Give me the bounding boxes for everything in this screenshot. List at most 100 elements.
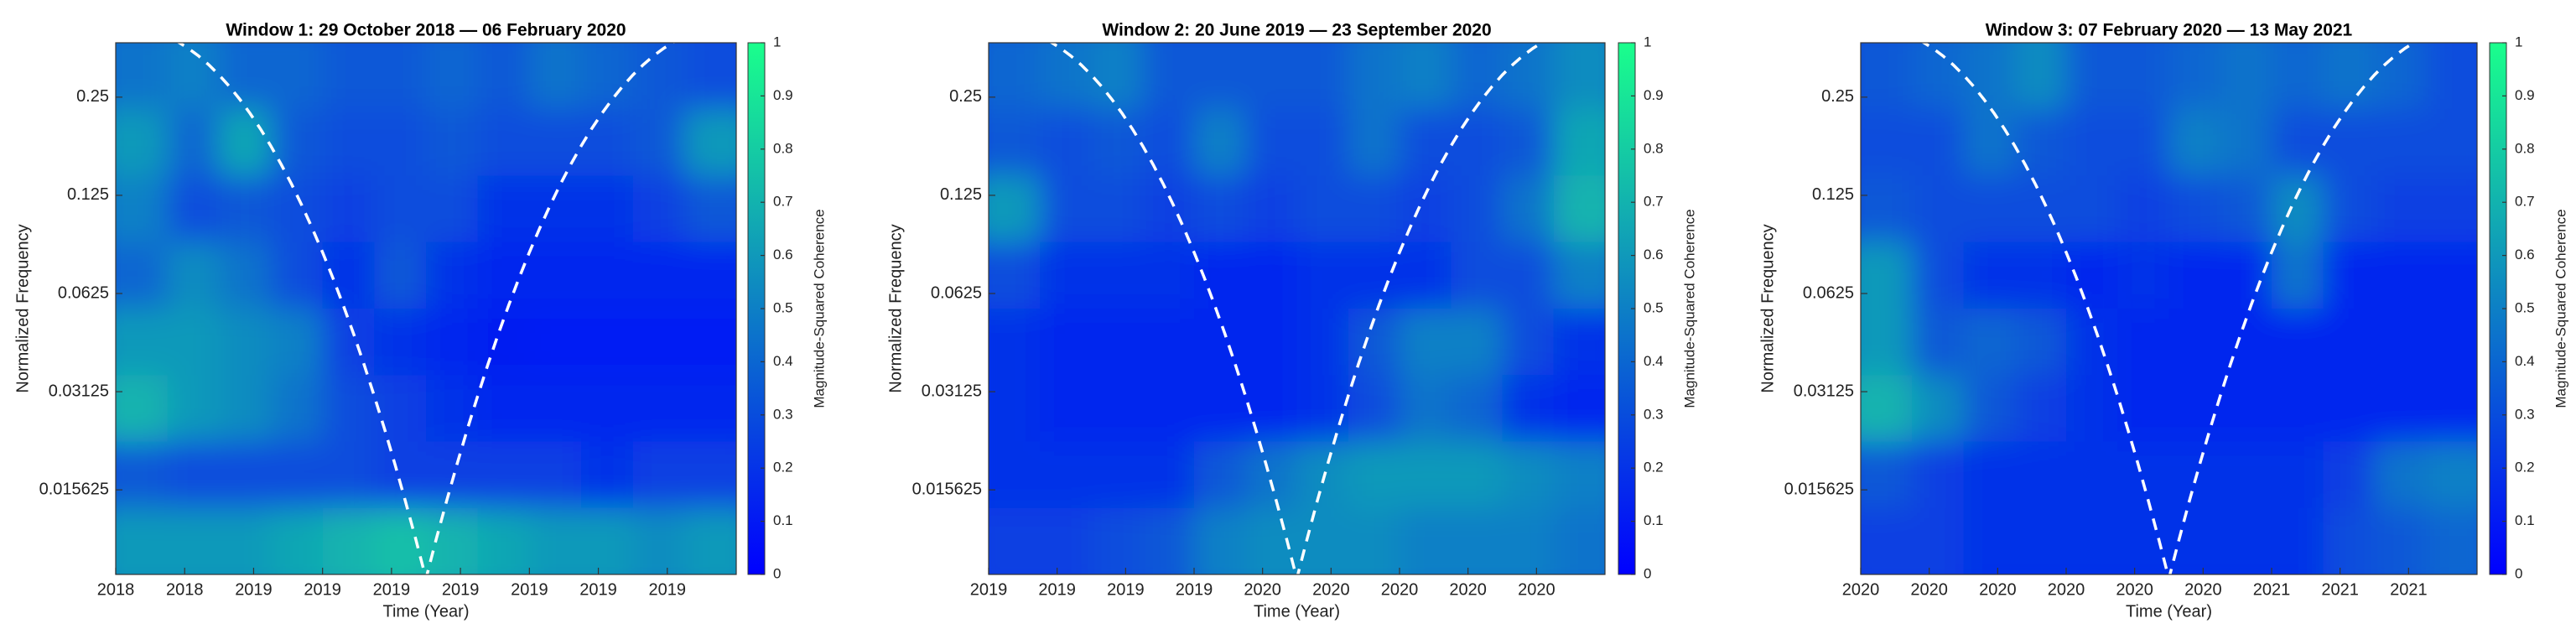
heatmap-cell [1963, 375, 2016, 443]
heatmap-cell [1245, 507, 1298, 574]
heatmap [1861, 43, 2477, 574]
colorbar-tick-label: 0 [2515, 565, 2522, 581]
heatmap-cell [374, 43, 427, 111]
heatmap-cell [1091, 375, 1144, 443]
heatmap-cell [1861, 242, 1914, 309]
heatmap-cell [426, 109, 479, 177]
colorbar-tick-label: 0.2 [1644, 460, 1664, 475]
heatmap-cell [1553, 375, 1605, 443]
heatmap-cell [1245, 242, 1298, 309]
heatmap-cell [1502, 441, 1555, 509]
heatmap-cell [2220, 375, 2272, 443]
heatmap-cell [1502, 242, 1555, 309]
x-tick-label: 2021 [2253, 580, 2291, 599]
heatmap-cell [1502, 375, 1555, 443]
heatmap [116, 43, 736, 574]
heatmap-cell [1245, 43, 1298, 111]
heatmap-cell [632, 109, 686, 177]
heatmap-cell [477, 43, 531, 111]
heatmap-cell [2066, 175, 2119, 243]
heatmap-cell [2425, 375, 2477, 443]
heatmap-cell [2066, 43, 2119, 111]
colorbar-tick-label: 0.6 [1644, 247, 1664, 262]
heatmap-cell [1142, 175, 1195, 243]
heatmap-cell [1194, 441, 1247, 509]
heatmap-cell [581, 507, 634, 574]
heatmap-cell [1502, 109, 1555, 177]
x-tick-label: 2020 [1244, 580, 1281, 599]
colorbar-tick-label: 0.1 [773, 512, 793, 528]
y-tick-label: 0.125 [67, 185, 109, 204]
colorbar-tick-label: 0.4 [2515, 353, 2535, 369]
plot-frame [1860, 42, 2478, 575]
heatmap-cell [684, 441, 736, 509]
heatmap-cell [2168, 507, 2221, 574]
x-tick-label: 2018 [97, 580, 135, 599]
heatmap-cell [2425, 109, 2477, 177]
heatmap-cell [1194, 43, 1247, 111]
heatmap-cell [2425, 507, 2477, 574]
heatmap-cell [1296, 309, 1349, 377]
heatmap-cell [477, 441, 531, 509]
heatmap-cell [322, 441, 376, 509]
heatmap-cell [632, 507, 686, 574]
colorbar-tick-label: 0.9 [2515, 87, 2535, 103]
heatmap-cell [2066, 441, 2119, 509]
heatmap-cell [1861, 109, 1914, 177]
heatmap-cell [2168, 43, 2221, 111]
heatmap-cell [2425, 242, 2477, 309]
heatmap-cell [684, 309, 736, 377]
heatmap-cell [2425, 441, 2477, 509]
heatmap-cell [1194, 175, 1247, 243]
heatmap-cell [581, 375, 634, 443]
heatmap-cell [219, 43, 272, 111]
colorbar-label: Magnitude-Squared Coherence [1681, 209, 1697, 408]
heatmap-cell [2323, 441, 2376, 509]
heatmap-cell [1040, 43, 1093, 111]
heatmap-cell [116, 309, 169, 377]
heatmap-cell [1348, 375, 1400, 443]
colorbar-tick-label: 0.3 [2515, 406, 2535, 422]
heatmap-cell [116, 441, 169, 509]
panel: Window 1: 29 October 2018 — 06 February … [13, 21, 827, 621]
heatmap-cell [1296, 507, 1349, 574]
heatmap-cell [374, 441, 427, 509]
heatmap-cell [1861, 441, 1914, 509]
y-tick-label: 0.0625 [931, 283, 982, 302]
heatmap-cell [167, 175, 221, 243]
heatmap-cell [1245, 375, 1298, 443]
heatmap-cell [684, 375, 736, 443]
heatmap-cell [374, 109, 427, 177]
y-tick-label: 0.0625 [1803, 283, 1854, 302]
heatmap-cell [1553, 507, 1605, 574]
heatmap-cell [1091, 507, 1144, 574]
heatmap-cell [1553, 309, 1605, 377]
heatmap-cell [1451, 109, 1504, 177]
heatmap-cell [1451, 175, 1504, 243]
heatmap-cell [2323, 375, 2376, 443]
x-tick-label: 2019 [511, 580, 548, 599]
heatmap-cell [2168, 109, 2221, 177]
heatmap-cell [1194, 242, 1247, 309]
heatmap-cell [1400, 441, 1452, 509]
y-axis-label: Normalized Frequency [886, 224, 905, 392]
heatmap-cell [1912, 375, 1965, 443]
heatmap-cells [1861, 43, 2477, 574]
heatmap-cell [581, 242, 634, 309]
heatmap-cell [116, 175, 169, 243]
heatmap-cell [426, 375, 479, 443]
heatmap-cell [322, 109, 376, 177]
x-tick-label: 2019 [442, 580, 480, 599]
x-tick-label: 2019 [1038, 580, 1076, 599]
heatmap-cell [219, 309, 272, 377]
heatmap-cell [2168, 175, 2221, 243]
heatmap-cell [1502, 507, 1555, 574]
colorbar-tick-label: 1 [2515, 34, 2522, 49]
heatmap-cell [2323, 109, 2376, 177]
y-tick-label: 0.0625 [58, 283, 109, 302]
heatmap-cell [1502, 309, 1555, 377]
heatmap-cell [167, 507, 221, 574]
heatmap-cell [529, 242, 582, 309]
heatmap-cell [989, 309, 1041, 377]
heatmap-cell [1912, 175, 1965, 243]
